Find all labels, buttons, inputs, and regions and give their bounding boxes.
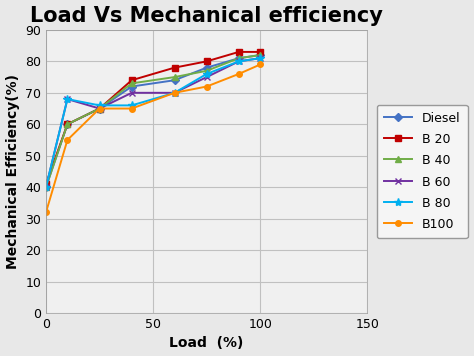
Title: Load Vs Mechanical efficiency: Load Vs Mechanical efficiency (30, 6, 383, 26)
B 60 (97, 106, 102, 111)
B 80 (172, 91, 177, 95)
B 20 (204, 59, 210, 63)
B 40 (129, 81, 135, 85)
Diesel (64, 122, 70, 126)
Line: B100: B100 (43, 62, 263, 215)
Y-axis label: Mechanical Efficiency(%): Mechanical Efficiency(%) (6, 74, 19, 269)
B 20 (43, 182, 49, 186)
B 20 (236, 50, 242, 54)
B 80 (43, 185, 49, 189)
B 40 (43, 185, 49, 189)
B 80 (129, 103, 135, 108)
Line: B 20: B 20 (43, 49, 263, 187)
B 60 (172, 91, 177, 95)
Line: B 60: B 60 (43, 55, 264, 191)
B100 (64, 138, 70, 142)
Diesel (204, 66, 210, 70)
Line: Diesel: Diesel (43, 52, 263, 190)
X-axis label: Load  (%): Load (%) (170, 336, 244, 350)
B100 (204, 84, 210, 89)
B100 (172, 91, 177, 95)
B 60 (64, 97, 70, 101)
Line: B 80: B 80 (42, 54, 264, 192)
B100 (97, 106, 102, 111)
Diesel (236, 56, 242, 60)
B 40 (97, 106, 102, 111)
B 60 (129, 91, 135, 95)
B 20 (64, 122, 70, 126)
B 20 (129, 78, 135, 82)
B 80 (204, 72, 210, 76)
B 60 (257, 56, 263, 60)
B 40 (204, 69, 210, 73)
Diesel (97, 106, 102, 111)
B100 (236, 72, 242, 76)
B 20 (257, 50, 263, 54)
B100 (43, 210, 49, 215)
B 40 (236, 56, 242, 60)
B 40 (172, 75, 177, 79)
B 60 (43, 185, 49, 189)
Line: B 40: B 40 (43, 52, 263, 190)
B 20 (97, 106, 102, 111)
Diesel (43, 185, 49, 189)
B100 (129, 106, 135, 111)
Diesel (257, 53, 263, 57)
Diesel (129, 84, 135, 89)
B 80 (97, 103, 102, 108)
B 20 (172, 66, 177, 70)
Diesel (172, 78, 177, 82)
B 60 (236, 59, 242, 63)
B 80 (236, 59, 242, 63)
B 40 (257, 53, 263, 57)
B 40 (64, 122, 70, 126)
B100 (257, 62, 263, 67)
B 80 (64, 97, 70, 101)
Legend: Diesel, B 20, B 40, B 60, B 80, B100: Diesel, B 20, B 40, B 60, B 80, B100 (377, 105, 468, 238)
B 80 (257, 56, 263, 60)
B 60 (204, 75, 210, 79)
